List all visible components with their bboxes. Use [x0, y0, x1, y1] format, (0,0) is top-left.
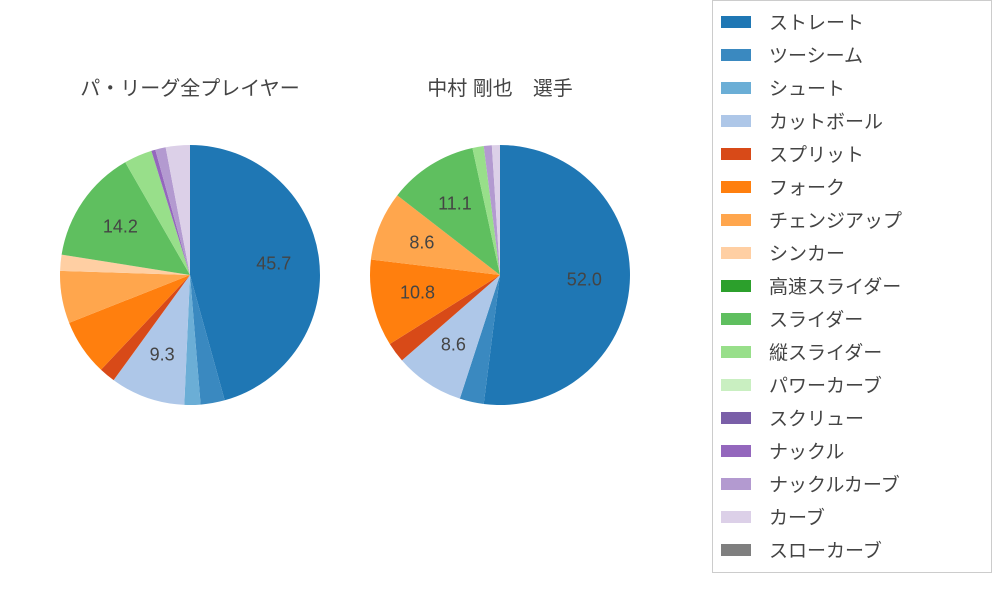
legend-item: ストレート — [721, 5, 983, 38]
legend-label: ナックル — [769, 437, 844, 464]
legend-item: カットボール — [721, 104, 983, 137]
legend-label: フォーク — [769, 173, 845, 200]
legend-item: ナックルカーブ — [721, 467, 983, 500]
legend-swatch — [721, 148, 751, 160]
legend-label: カットボール — [769, 107, 883, 134]
legend-swatch — [721, 445, 751, 457]
legend-item: フォーク — [721, 170, 983, 203]
legend-label: スプリット — [769, 140, 864, 167]
legend-label: チェンジアップ — [769, 206, 902, 233]
pie-title: 中村 剛也 選手 — [370, 72, 630, 101]
legend-swatch — [721, 511, 751, 523]
legend-swatch — [721, 247, 751, 259]
pie-slice — [484, 145, 630, 405]
pie-slice-label: 11.1 — [438, 193, 472, 214]
legend-swatch — [721, 49, 751, 61]
legend-item: スクリュー — [721, 401, 983, 434]
legend-item: カーブ — [721, 500, 983, 533]
pie-slice-label: 8.6 — [441, 335, 466, 356]
legend-swatch — [721, 214, 751, 226]
legend-item: 高速スライダー — [721, 269, 983, 302]
legend-label: スローカーブ — [769, 536, 882, 563]
pie-slice-label: 9.3 — [150, 344, 175, 365]
legend-item: シンカー — [721, 236, 983, 269]
legend-swatch — [721, 544, 751, 556]
legend-label: シンカー — [769, 239, 845, 266]
legend: ストレートツーシームシュートカットボールスプリットフォークチェンジアップシンカー… — [712, 0, 992, 573]
legend-item: シュート — [721, 71, 983, 104]
legend-label: 高速スライダー — [769, 272, 901, 299]
legend-label: 縦スライダー — [769, 338, 882, 365]
pie-slice-label: 52.0 — [567, 270, 602, 291]
pie-title: パ・リーグ全プレイヤー — [60, 72, 320, 101]
pie-slice-label: 45.7 — [256, 253, 291, 274]
legend-item: スライダー — [721, 302, 983, 335]
legend-swatch — [721, 82, 751, 94]
legend-label: ストレート — [769, 8, 864, 35]
legend-item: パワーカーブ — [721, 368, 983, 401]
legend-label: スライダー — [769, 305, 863, 332]
legend-item: 縦スライダー — [721, 335, 983, 368]
legend-swatch — [721, 379, 751, 391]
legend-swatch — [721, 478, 751, 490]
legend-label: スクリュー — [769, 404, 864, 431]
pie-slice-label: 8.6 — [409, 232, 434, 253]
legend-label: ツーシーム — [769, 41, 863, 68]
legend-label: カーブ — [769, 503, 825, 530]
legend-label: シュート — [769, 74, 845, 101]
pie-slice-label: 14.2 — [103, 217, 138, 238]
legend-swatch — [721, 280, 751, 292]
legend-label: ナックルカーブ — [769, 470, 900, 497]
legend-item: スプリット — [721, 137, 983, 170]
legend-swatch — [721, 412, 751, 424]
legend-item: ツーシーム — [721, 38, 983, 71]
chart-root: ストレートツーシームシュートカットボールスプリットフォークチェンジアップシンカー… — [0, 0, 1000, 600]
legend-swatch — [721, 181, 751, 193]
legend-item: チェンジアップ — [721, 203, 983, 236]
legend-label: パワーカーブ — [769, 371, 882, 398]
legend-swatch — [721, 313, 751, 325]
pie-slice-label: 10.8 — [400, 283, 435, 304]
legend-item: スローカーブ — [721, 533, 983, 566]
legend-swatch — [721, 115, 751, 127]
legend-swatch — [721, 346, 751, 358]
legend-item: ナックル — [721, 434, 983, 467]
legend-swatch — [721, 16, 751, 28]
